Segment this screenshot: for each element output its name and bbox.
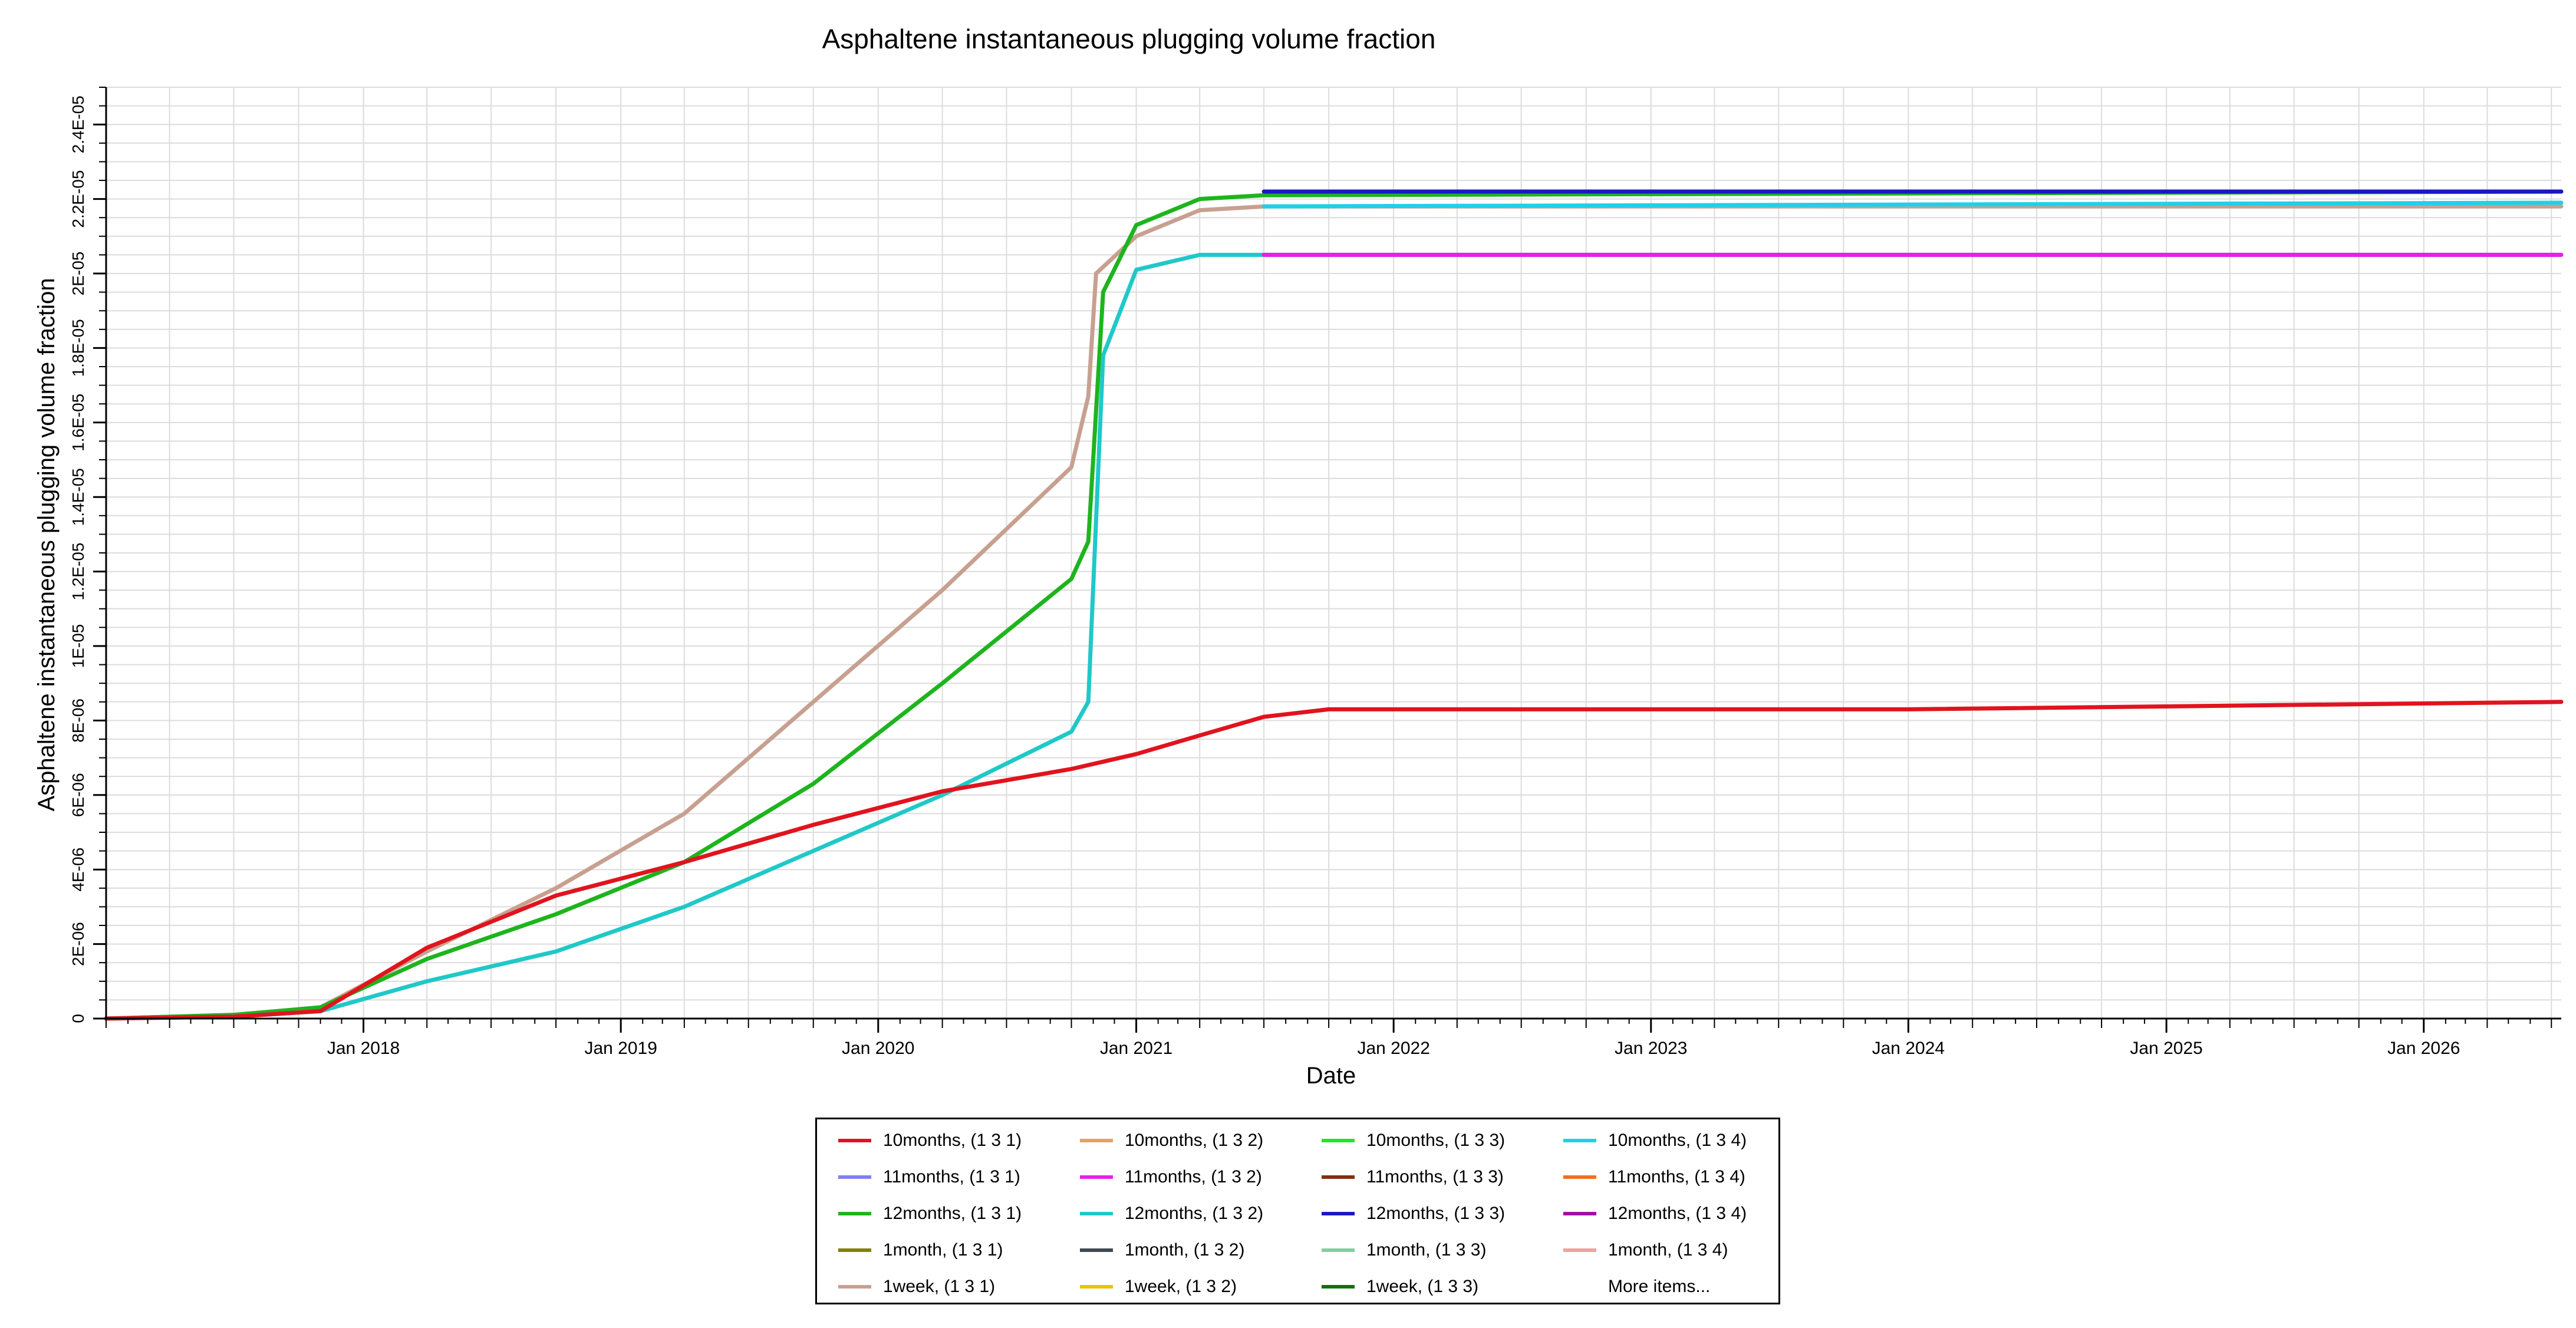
legend-swatch <box>1563 1211 1596 1215</box>
legend-item[interactable]: 12months, (1 3 1) <box>817 1195 1022 1232</box>
legend-swatch <box>1080 1248 1113 1252</box>
x-tick-label: Jan 2019 <box>584 1039 657 1058</box>
y-tick-label: 1E-05 <box>69 624 87 668</box>
legend-row: 12months, (1 3 1) 12months, (1 3 2) 12mont… <box>817 1195 1778 1232</box>
legend-row: 1week, (1 3 1) 1week, (1 3 2) 1week, (1 3 … <box>817 1268 1778 1305</box>
legend-swatch <box>1322 1248 1355 1252</box>
y-tick-label: 1.4E-05 <box>69 468 87 526</box>
legend-row: 1month, (1 3 1) 1month, (1 3 2) 1month, (1… <box>817 1231 1778 1268</box>
legend-item[interactable]: 12months, (1 3 4) <box>1542 1195 1747 1232</box>
legend-swatch <box>838 1211 871 1215</box>
legend-label: 12months, (1 3 2) <box>1125 1203 1264 1223</box>
legend-swatch <box>1563 1175 1596 1179</box>
y-tick-label: 1.6E-05 <box>69 394 87 452</box>
y-tick-label: 2E-06 <box>69 922 87 966</box>
legend-item[interactable]: 1week, (1 3 2) <box>1059 1268 1237 1305</box>
y-tick-label: 0 <box>69 1014 87 1023</box>
legend-label: 12months, (1 3 1) <box>883 1203 1022 1223</box>
legend-item[interactable]: 1week, (1 3 1) <box>817 1268 995 1305</box>
legend-label: 11months, (1 3 3) <box>1366 1166 1504 1187</box>
legend-row: 10months, (1 3 1) 10months, (1 3 2) 10mont… <box>817 1122 1778 1159</box>
legend-more-items-link[interactable]: More items... <box>1608 1276 1711 1296</box>
x-axis-label: Date <box>1306 1063 1356 1089</box>
legend-swatch <box>838 1284 871 1289</box>
legend-label: 10months, (1 3 2) <box>1125 1130 1264 1150</box>
legend-swatch <box>838 1248 871 1252</box>
legend-swatch <box>1080 1211 1113 1215</box>
y-tick-label: 4E-06 <box>69 848 87 892</box>
legend-swatch <box>1563 1138 1596 1142</box>
y-tick-label: 2E-05 <box>69 252 87 296</box>
legend-label: 1month, (1 3 2) <box>1125 1240 1245 1260</box>
legend-label: 1month, (1 3 1) <box>883 1240 1003 1260</box>
legend-item[interactable]: 1month, (1 3 3) <box>1300 1231 1486 1268</box>
x-ticks: Jan 2018 Jan 2019 Jan 2020 Jan 2021 Jan 2022… <box>106 1019 2552 1058</box>
legend-row: 11months, (1 3 1) 11months, (1 3 2) 11mont… <box>817 1158 1778 1195</box>
y-tick-label: 8E-06 <box>69 698 87 743</box>
chart-title: Asphaltene instantaneous plugging volume… <box>822 24 1436 54</box>
legend-item[interactable]: 11months, (1 3 1) <box>817 1158 1020 1195</box>
legend-label: 1week, (1 3 1) <box>883 1276 996 1296</box>
grid-minor <box>106 87 2561 1019</box>
legend-item[interactable]: 11months, (1 3 4) <box>1542 1158 1745 1195</box>
legend-item[interactable]: 10months, (1 3 3) <box>1300 1122 1505 1159</box>
series-line-10months-1-3-1- <box>104 700 2564 1021</box>
legend-label: 11months, (1 3 2) <box>1125 1166 1262 1187</box>
y-tick-label: 1.2E-05 <box>69 543 87 601</box>
legend-label: 10months, (1 3 1) <box>883 1130 1022 1150</box>
x-tick-label: Jan 2025 <box>2130 1039 2202 1058</box>
x-tick-label: Jan 2020 <box>842 1039 914 1058</box>
legend-item[interactable]: 10months, (1 3 2) <box>1059 1122 1263 1159</box>
legend-item[interactable]: 1month, (1 3 2) <box>1059 1231 1244 1268</box>
y-tick-label: 2.4E-05 <box>69 95 87 153</box>
legend-swatch <box>1080 1284 1113 1289</box>
legend-item[interactable]: 12months, (1 3 2) <box>1059 1195 1263 1232</box>
legend-item[interactable]: 1week, (1 3 3) <box>1300 1268 1478 1305</box>
legend-label: 12months, (1 3 3) <box>1366 1203 1506 1223</box>
legend-label: 1month, (1 3 3) <box>1366 1240 1487 1260</box>
legend-item[interactable]: 1month, (1 3 4) <box>1542 1231 1728 1268</box>
legend-label: 10months, (1 3 4) <box>1608 1130 1747 1150</box>
legend-swatch <box>838 1175 871 1179</box>
series-line-12months-1-3-1- <box>104 189 2564 1021</box>
legend-swatch <box>1563 1248 1596 1252</box>
series-line-10months-1-3-4- <box>1261 200 2564 209</box>
x-tick-label: Jan 2018 <box>327 1039 400 1058</box>
y-tick-label: 6E-06 <box>69 773 87 817</box>
x-tick-label: Jan 2024 <box>1872 1039 1945 1058</box>
x-tick-label: Jan 2022 <box>1357 1039 1429 1058</box>
y-ticks: 0 2E-06 4E-06 6E-06 8E-06 1E-05 1.2E-05 1.4E-05… <box>69 87 106 1023</box>
legend-item[interactable]: 11months, (1 3 2) <box>1059 1158 1262 1195</box>
legend-item[interactable]: 12months, (1 3 3) <box>1300 1195 1505 1232</box>
y-tick-label: 1.8E-05 <box>69 319 87 377</box>
legend-swatch <box>838 1138 871 1142</box>
legend-swatch <box>1322 1211 1355 1215</box>
series-line-1week-1-3-1- <box>104 204 2564 1021</box>
legend-label: 1week, (1 3 2) <box>1125 1276 1237 1296</box>
x-tick-label: Jan 2023 <box>1615 1039 1687 1058</box>
legend-item[interactable]: 1month, (1 3 1) <box>817 1231 1003 1268</box>
legend: 10months, (1 3 1) 10months, (1 3 2) 10mont… <box>815 1118 1780 1304</box>
legend-label: 1month, (1 3 4) <box>1608 1240 1728 1260</box>
legend-swatch <box>1322 1284 1355 1289</box>
legend-label: 11months, (1 3 1) <box>883 1166 1020 1187</box>
legend-label: 1week, (1 3 3) <box>1366 1276 1479 1296</box>
series-line-12months-1-3-2- <box>104 252 2564 1021</box>
x-tick-label: Jan 2021 <box>1100 1039 1172 1058</box>
legend-label: 10months, (1 3 3) <box>1366 1130 1506 1150</box>
legend-label: 11months, (1 3 4) <box>1608 1166 1745 1187</box>
legend-swatch <box>1080 1175 1113 1179</box>
legend-item[interactable]: 10months, (1 3 4) <box>1542 1122 1747 1159</box>
y-axis-label: Asphaltene instantaneous plugging volume… <box>34 278 60 811</box>
legend-swatch <box>1322 1138 1355 1142</box>
series-layer <box>104 189 2564 1021</box>
legend-swatch <box>1080 1138 1113 1142</box>
legend-swatch <box>1322 1175 1355 1179</box>
legend-item[interactable]: 10months, (1 3 1) <box>817 1122 1022 1159</box>
legend-item[interactable]: 11months, (1 3 3) <box>1300 1158 1504 1195</box>
x-tick-label: Jan 2026 <box>2387 1039 2460 1058</box>
y-tick-label: 2.2E-05 <box>69 170 87 228</box>
legend-label: 12months, (1 3 4) <box>1608 1203 1747 1223</box>
